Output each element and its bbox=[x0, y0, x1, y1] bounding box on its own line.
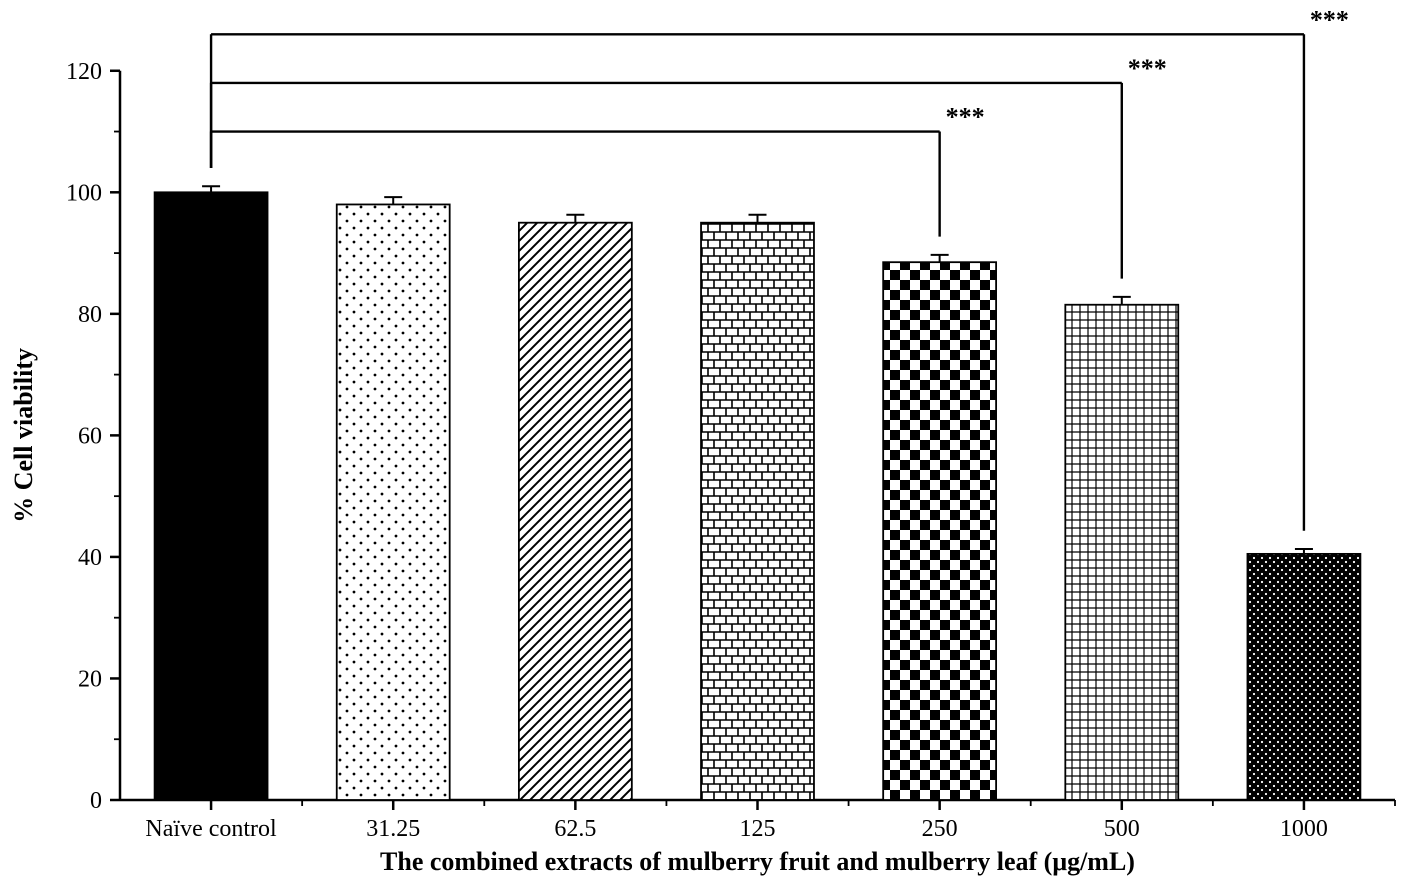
bar bbox=[155, 192, 268, 800]
x-axis-label: The combined extracts of mulberry fruit … bbox=[380, 847, 1135, 876]
y-tick-label: 0 bbox=[90, 788, 102, 814]
chart-container: 0 20 40 60 80 100 120 % Cell viability Naïve con… bbox=[0, 0, 1416, 889]
y-tick-label: 20 bbox=[78, 666, 102, 692]
bar bbox=[883, 262, 996, 800]
bar-chart: 0 20 40 60 80 100 120 % Cell viability Naïve con… bbox=[0, 0, 1416, 889]
bar bbox=[701, 223, 814, 800]
y-tick-label: 40 bbox=[78, 545, 102, 571]
bar bbox=[1065, 305, 1178, 800]
x-tick-label: 125 bbox=[740, 816, 776, 842]
sig-label: *** bbox=[1310, 5, 1349, 34]
y-axis-label: % Cell viability bbox=[9, 348, 38, 523]
x-tick-label: 500 bbox=[1104, 816, 1140, 842]
x-tick-label: 250 bbox=[922, 816, 958, 842]
x-tick-label: 31.25 bbox=[366, 816, 420, 842]
x-tick-label: 1000 bbox=[1280, 816, 1328, 842]
sig-label: *** bbox=[946, 103, 985, 132]
bar bbox=[519, 223, 632, 800]
x-tick-label: Naïve control bbox=[145, 816, 277, 842]
y-tick-label: 60 bbox=[78, 423, 102, 449]
y-tick-label: 120 bbox=[66, 59, 102, 85]
bar bbox=[1247, 554, 1360, 800]
bar bbox=[337, 204, 450, 800]
y-tick-label: 100 bbox=[66, 180, 102, 206]
x-tick-label: 62.5 bbox=[554, 816, 596, 842]
y-tick-label: 80 bbox=[78, 302, 102, 328]
sig-label: *** bbox=[1128, 54, 1167, 83]
